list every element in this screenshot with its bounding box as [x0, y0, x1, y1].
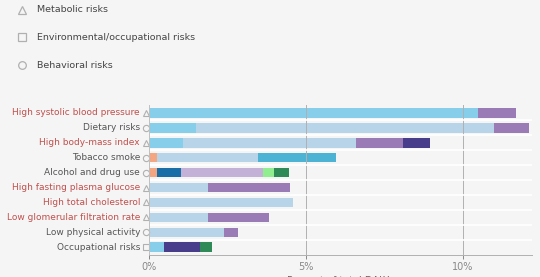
Text: High fasting plasma glucose: High fasting plasma glucose — [12, 183, 140, 192]
Bar — [195, 123, 494, 133]
Text: Tobacco smoke: Tobacco smoke — [72, 153, 140, 162]
Text: Dietary risks: Dietary risks — [83, 123, 140, 132]
Bar — [148, 183, 208, 193]
Bar — [164, 242, 200, 252]
Text: Alcohol and drug use: Alcohol and drug use — [44, 168, 140, 177]
Bar — [148, 153, 157, 163]
Bar — [148, 198, 293, 207]
Bar — [274, 168, 289, 178]
Bar — [148, 212, 208, 222]
Bar — [148, 227, 224, 237]
X-axis label: Percent of total DALYs: Percent of total DALYs — [287, 276, 394, 277]
Bar — [148, 242, 164, 252]
Text: Metabolic risks: Metabolic risks — [37, 5, 107, 14]
Bar — [183, 138, 356, 148]
Bar — [208, 212, 269, 222]
Bar — [403, 138, 430, 148]
Bar — [157, 168, 181, 178]
Bar — [208, 183, 290, 193]
Bar — [262, 168, 274, 178]
Text: High systolic blood pressure: High systolic blood pressure — [12, 108, 140, 117]
Bar — [224, 227, 238, 237]
Text: High body-mass index: High body-mass index — [39, 138, 140, 147]
Text: Low physical activity: Low physical activity — [45, 228, 140, 237]
Bar — [148, 108, 478, 118]
Bar — [157, 153, 258, 163]
Text: High total cholesterol: High total cholesterol — [43, 198, 140, 207]
Text: Low glomerular filtration rate: Low glomerular filtration rate — [6, 213, 140, 222]
Bar — [478, 108, 516, 118]
Bar — [200, 242, 212, 252]
Bar — [148, 138, 183, 148]
Bar — [258, 153, 336, 163]
Bar — [494, 123, 529, 133]
Bar — [148, 123, 195, 133]
Text: Environmental/occupational risks: Environmental/occupational risks — [37, 33, 195, 42]
Bar — [148, 168, 157, 178]
Bar — [181, 168, 262, 178]
Text: Occupational risks: Occupational risks — [57, 243, 140, 252]
Text: Behavioral risks: Behavioral risks — [37, 61, 112, 70]
Bar — [356, 138, 403, 148]
